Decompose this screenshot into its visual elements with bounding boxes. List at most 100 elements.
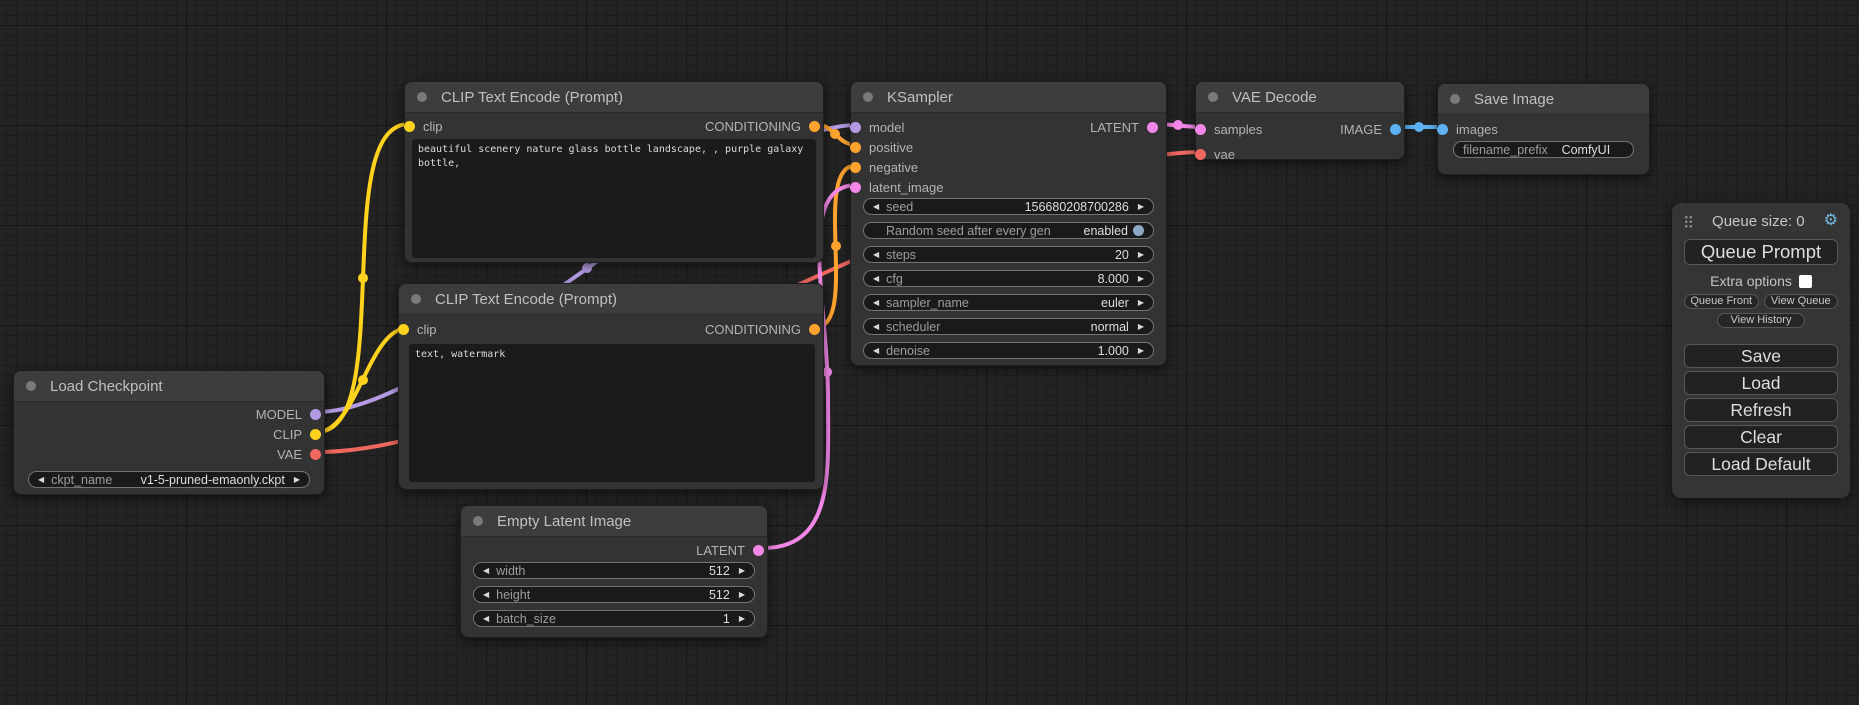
latent-port-icon[interactable] bbox=[753, 544, 764, 556]
node-titlebar[interactable]: Empty Latent Image bbox=[461, 506, 767, 537]
collapse-dot-icon[interactable] bbox=[1450, 94, 1460, 104]
load-default-button[interactable]: Load Default bbox=[1684, 452, 1838, 476]
node-titlebar[interactable]: CLIP Text Encode (Prompt) bbox=[399, 284, 823, 315]
node-clip-text-encode-positive[interactable]: CLIP Text Encode (Prompt) clip CONDITION… bbox=[404, 81, 824, 263]
widget-cfg[interactable]: cfg 8.000 bbox=[863, 270, 1154, 287]
refresh-button[interactable]: Refresh bbox=[1684, 398, 1838, 422]
extra-options-checkbox[interactable] bbox=[1798, 274, 1812, 288]
collapse-dot-icon[interactable] bbox=[1208, 92, 1218, 102]
vae-port-icon[interactable] bbox=[1195, 148, 1206, 160]
output-slot-image[interactable]: IMAGE bbox=[1340, 122, 1404, 137]
increment-arrow-icon[interactable] bbox=[1138, 203, 1144, 211]
input-slot-positive[interactable]: positive bbox=[850, 140, 913, 155]
queue-prompt-button[interactable]: Queue Prompt bbox=[1684, 239, 1838, 265]
collapse-dot-icon[interactable] bbox=[417, 92, 427, 102]
increment-arrow-icon[interactable] bbox=[1138, 251, 1144, 259]
collapse-dot-icon[interactable] bbox=[411, 294, 421, 304]
increment-arrow-icon[interactable] bbox=[1138, 299, 1144, 307]
decrement-arrow-icon[interactable] bbox=[873, 203, 879, 211]
increment-arrow-icon[interactable] bbox=[739, 567, 745, 575]
node-empty-latent-image[interactable]: Empty Latent Image LATENT width 512 heig bbox=[460, 505, 768, 638]
latent-port-icon[interactable] bbox=[850, 181, 861, 193]
latent-port-icon[interactable] bbox=[1195, 123, 1206, 135]
decrement-arrow-icon[interactable] bbox=[483, 615, 489, 623]
negative-prompt-textarea[interactable]: text, watermark bbox=[409, 344, 815, 482]
increment-arrow-icon[interactable] bbox=[1138, 275, 1144, 283]
vae-port-icon[interactable] bbox=[310, 448, 321, 460]
output-slot-model[interactable]: MODEL bbox=[256, 407, 324, 422]
increment-arrow-icon[interactable] bbox=[739, 591, 745, 599]
node-ksampler[interactable]: KSampler model LATENT positive bbox=[850, 81, 1167, 366]
drag-handle-icon[interactable] bbox=[1684, 214, 1693, 228]
input-slot-samples[interactable]: samples bbox=[1195, 122, 1262, 137]
collapse-dot-icon[interactable] bbox=[863, 92, 873, 102]
decrement-arrow-icon[interactable] bbox=[873, 299, 879, 307]
node-save-image[interactable]: Save Image images filename_prefix ComfyU… bbox=[1437, 83, 1650, 175]
clear-button[interactable]: Clear bbox=[1684, 425, 1838, 449]
increment-arrow-icon[interactable] bbox=[1138, 347, 1144, 355]
input-slot-images[interactable]: images bbox=[1437, 122, 1498, 137]
input-slot-latent-image[interactable]: latent_image bbox=[850, 180, 943, 195]
latent-port-icon[interactable] bbox=[1147, 121, 1158, 133]
decrement-arrow-icon[interactable] bbox=[873, 275, 879, 283]
decrement-arrow-icon[interactable] bbox=[38, 476, 44, 484]
widget-filename-prefix[interactable]: filename_prefix ComfyUI bbox=[1453, 141, 1634, 158]
collapse-dot-icon[interactable] bbox=[473, 516, 483, 526]
input-slot-model[interactable]: model bbox=[850, 120, 904, 135]
node-titlebar[interactable]: CLIP Text Encode (Prompt) bbox=[405, 82, 823, 113]
clip-port-icon[interactable] bbox=[310, 428, 321, 440]
view-queue-button[interactable]: View Queue bbox=[1763, 294, 1838, 309]
conditioning-port-icon[interactable] bbox=[809, 323, 820, 335]
positive-prompt-textarea[interactable]: beautiful scenery nature glass bottle la… bbox=[412, 139, 816, 258]
conditioning-port-icon[interactable] bbox=[809, 120, 820, 132]
widget-denoise[interactable]: denoise 1.000 bbox=[863, 342, 1154, 359]
widget-width[interactable]: width 512 bbox=[473, 562, 755, 579]
widget-ckpt-name[interactable]: ckpt_name v1-5-pruned-emaonly.ckpt bbox=[28, 471, 310, 488]
input-slot-vae[interactable]: vae bbox=[1195, 147, 1235, 162]
toggle-enabled-icon[interactable] bbox=[1133, 225, 1144, 236]
input-slot-clip[interactable]: clip bbox=[398, 322, 437, 337]
input-slot-negative[interactable]: negative bbox=[850, 160, 918, 175]
image-port-icon[interactable] bbox=[1437, 123, 1448, 135]
save-button[interactable]: Save bbox=[1684, 344, 1838, 368]
output-slot-conditioning[interactable]: CONDITIONING bbox=[705, 322, 823, 337]
image-port-icon[interactable] bbox=[1390, 123, 1401, 135]
node-titlebar[interactable]: VAE Decode bbox=[1196, 82, 1404, 113]
widget-steps[interactable]: steps 20 bbox=[863, 246, 1154, 263]
input-slot-clip[interactable]: clip bbox=[404, 119, 443, 134]
settings-gear-icon[interactable] bbox=[1824, 213, 1838, 229]
decrement-arrow-icon[interactable] bbox=[873, 251, 879, 259]
node-titlebar[interactable]: Load Checkpoint bbox=[14, 371, 324, 402]
output-slot-latent[interactable]: LATENT bbox=[696, 543, 767, 558]
widget-seed[interactable]: seed 156680208700286 bbox=[863, 198, 1154, 215]
increment-arrow-icon[interactable] bbox=[1138, 323, 1144, 331]
increment-arrow-icon[interactable] bbox=[739, 615, 745, 623]
decrement-arrow-icon[interactable] bbox=[873, 323, 879, 331]
widget-height[interactable]: height 512 bbox=[473, 586, 755, 603]
node-clip-text-encode-negative[interactable]: CLIP Text Encode (Prompt) clip CONDITION… bbox=[398, 283, 824, 490]
clip-port-icon[interactable] bbox=[398, 323, 409, 335]
collapse-dot-icon[interactable] bbox=[26, 381, 36, 391]
node-vae-decode[interactable]: VAE Decode samples IMAGE vae bbox=[1195, 81, 1405, 162]
decrement-arrow-icon[interactable] bbox=[873, 347, 879, 355]
widget-random-seed-toggle[interactable]: Random seed after every gen enabled bbox=[863, 222, 1154, 239]
node-titlebar[interactable]: KSampler bbox=[851, 82, 1166, 113]
output-slot-conditioning[interactable]: CONDITIONING bbox=[705, 119, 823, 134]
increment-arrow-icon[interactable] bbox=[294, 476, 300, 484]
widget-scheduler[interactable]: scheduler normal bbox=[863, 318, 1154, 335]
decrement-arrow-icon[interactable] bbox=[483, 567, 489, 575]
model-port-icon[interactable] bbox=[310, 408, 321, 420]
node-load-checkpoint[interactable]: Load Checkpoint MODEL CLIP VAE bbox=[13, 370, 325, 495]
view-history-button[interactable]: View History bbox=[1717, 313, 1805, 328]
output-slot-vae[interactable]: VAE bbox=[277, 447, 324, 462]
decrement-arrow-icon[interactable] bbox=[483, 591, 489, 599]
conditioning-port-icon[interactable] bbox=[850, 141, 861, 153]
model-port-icon[interactable] bbox=[850, 121, 861, 133]
output-slot-clip[interactable]: CLIP bbox=[273, 427, 324, 442]
conditioning-port-icon[interactable] bbox=[850, 161, 861, 173]
node-titlebar[interactable]: Save Image bbox=[1438, 84, 1649, 115]
queue-front-button[interactable]: Queue Front bbox=[1684, 294, 1759, 309]
clip-port-icon[interactable] bbox=[404, 120, 415, 132]
load-button[interactable]: Load bbox=[1684, 371, 1838, 395]
